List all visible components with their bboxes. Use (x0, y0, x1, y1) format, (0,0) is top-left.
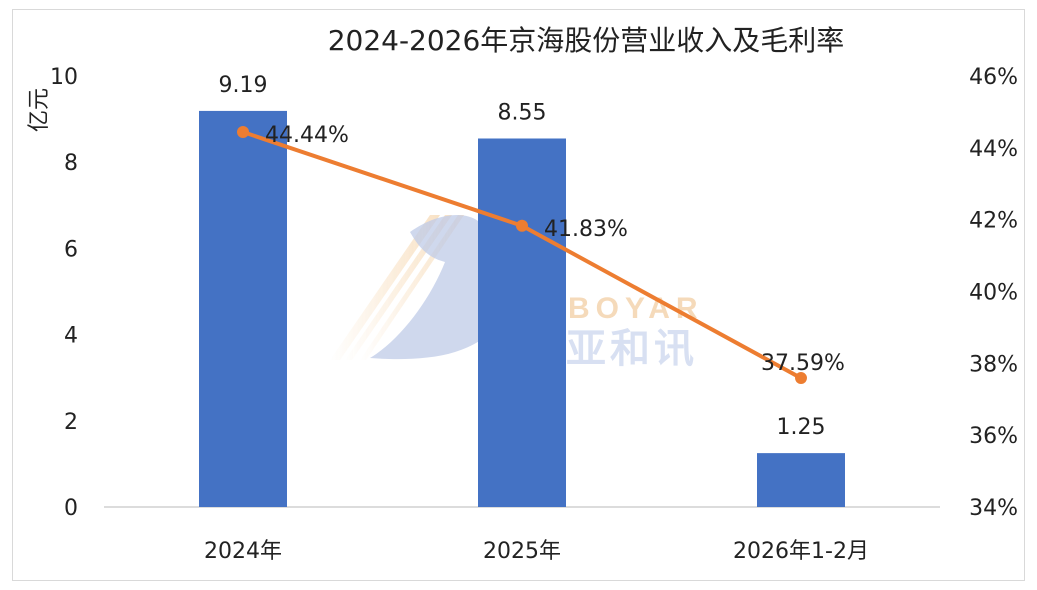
y-right-tick-label: 34% (969, 496, 1018, 521)
chart-title: 2024-2026年京海股份营业收入及毛利率 (328, 24, 845, 57)
gross-margin-data-label: 44.44% (265, 123, 349, 148)
y-left-tick-label: 6 (64, 237, 78, 262)
x-category-label: 2026年1-2月 (733, 539, 869, 564)
y-left-tick-label: 4 (64, 324, 78, 349)
y-axis-left-label: 亿元 (27, 88, 52, 132)
y-left-tick-label: 2 (64, 410, 78, 435)
x-axis-category-labels: 2024年 2025年 2026年1-2月 (204, 539, 869, 564)
y-axis-left-ticks: 0 2 4 6 8 10 (50, 65, 78, 521)
revenue-data-label: 8.55 (498, 100, 547, 125)
watermark-text-cn: 亚和讯 (566, 326, 698, 372)
watermark-text-en: BOYAR (568, 292, 704, 325)
gross-margin-point (516, 219, 528, 232)
x-category-label: 2024年 (204, 539, 282, 564)
watermark-b-shape (370, 215, 510, 360)
y-left-tick-label: 0 (64, 496, 78, 521)
revenue-bar (478, 138, 566, 507)
x-category-label: 2025年 (483, 539, 561, 564)
revenue-data-label: 1.25 (777, 415, 826, 440)
line-series (237, 126, 807, 385)
y-axis-right-ticks: 34% 36% 38% 40% 42% 44% 46% (969, 65, 1018, 521)
revenue-bar (199, 110, 287, 507)
boyar-watermark-logo: BOYAR 亚和讯 (330, 215, 704, 372)
y-right-tick-label: 42% (969, 209, 1018, 234)
gross-margin-point (237, 126, 249, 139)
y-left-tick-label: 8 (64, 151, 78, 176)
gross-margin-data-label: 41.83% (544, 217, 628, 242)
line-data-labels: 44.44% 41.83% 37.59% (265, 123, 845, 376)
y-left-tick-label: 10 (50, 65, 78, 90)
gross-margin-data-label: 37.59% (761, 351, 845, 376)
y-right-tick-label: 38% (969, 352, 1018, 377)
y-right-tick-label: 40% (969, 281, 1018, 306)
revenue-bar (757, 453, 845, 507)
gross-margin-point (795, 372, 807, 385)
y-right-tick-label: 44% (969, 137, 1018, 162)
revenue-data-label: 9.19 (219, 73, 268, 98)
bar-series (199, 110, 845, 507)
y-right-tick-label: 36% (969, 424, 1018, 449)
bar-data-labels: 9.19 8.55 1.25 (219, 73, 826, 440)
y-right-tick-label: 46% (969, 65, 1018, 90)
